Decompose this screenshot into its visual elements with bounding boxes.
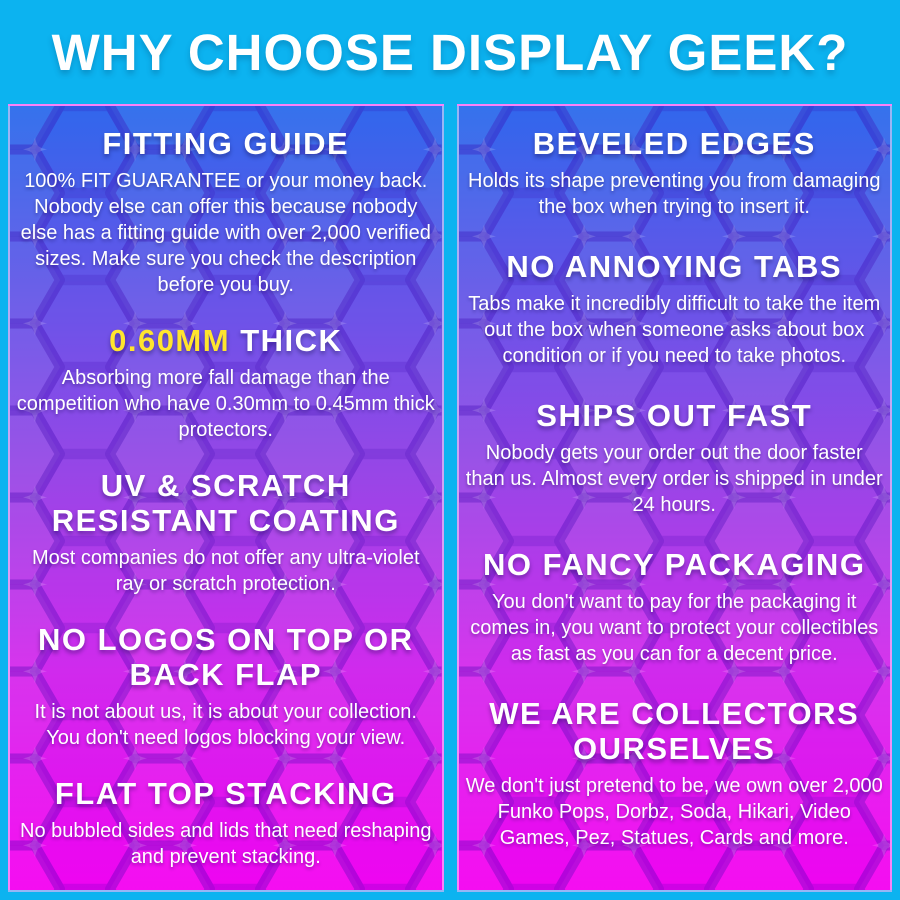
section-flat-top-stacking: FLAT TOP STACKING No bubbled sides and l… xyxy=(16,776,436,870)
section-body: Absorbing more fall damage than the comp… xyxy=(16,367,435,442)
right-panel-content: BEVELED EDGES Holds its shape preventing… xyxy=(459,106,891,890)
section-body: Tabs make it incredibly difficult to tak… xyxy=(468,293,881,368)
section-body: Most companies do not offer any ultra-vi… xyxy=(31,547,420,596)
hexagon-pattern-background xyxy=(10,106,442,890)
section-body: Holds its shape preventing you from dama… xyxy=(468,170,881,219)
thickness-heading-rest: THICK xyxy=(230,323,343,359)
left-panel: FITTING GUIDE 100% FIT GUARANTEE or your… xyxy=(8,104,444,892)
section-no-annoying-tabs: NO ANNOYING TABS Tabs make it incredibly… xyxy=(465,249,885,369)
hexagon-pattern-background xyxy=(458,106,890,890)
section-uv-scratch-coating: UV & SCRATCH RESISTANT COATING Most comp… xyxy=(16,468,436,597)
section-ships-out-fast: SHIPS OUT FAST Nobody gets your order ou… xyxy=(465,398,885,518)
left-panel-content: FITTING GUIDE 100% FIT GUARANTEE or your… xyxy=(10,106,442,890)
section-no-logos: NO LOGOS ON TOP OR BACK FLAP It is not a… xyxy=(16,622,436,751)
section-heading: FITTING GUIDE xyxy=(102,126,350,161)
section-body: You don't want to pay for the packaging … xyxy=(470,591,879,666)
top-banner: WHY CHOOSE DISPLAY GEEK? xyxy=(0,0,900,104)
section-heading: SHIPS OUT FAST xyxy=(536,398,813,434)
section-body: It is not about us, it is about your col… xyxy=(34,701,417,750)
section-fitting-guide: FITTING GUIDE 100% FIT GUARANTEE or your… xyxy=(16,126,436,298)
section-heading: 0.60MM THICK xyxy=(16,323,436,358)
page-title: WHY CHOOSE DISPLAY GEEK? xyxy=(51,23,849,81)
section-body: 100% FIT GUARANTEE or your money back. N… xyxy=(20,170,431,297)
thickness-value-highlight: 0.60MM xyxy=(109,323,231,359)
section-body: No bubbled sides and lids that need resh… xyxy=(20,820,432,869)
section-thickness: 0.60MM THICK Absorbing more fall damage … xyxy=(16,323,436,443)
columns-container: FITTING GUIDE 100% FIT GUARANTEE or your… xyxy=(0,104,900,892)
section-heading: BEVELED EDGES xyxy=(532,126,816,161)
section-body: Nobody gets your order out the door fast… xyxy=(465,442,883,517)
section-we-are-collectors: WE ARE COLLECTORS OURSELVES We don't jus… xyxy=(465,696,885,851)
section-heading: NO ANNOYING TABS xyxy=(506,249,843,285)
section-heading: NO LOGOS ON TOP OR BACK FLAP xyxy=(37,622,414,693)
section-beveled-edges: BEVELED EDGES Holds its shape preventing… xyxy=(465,126,885,220)
section-heading: NO FANCY PACKAGING xyxy=(483,547,866,583)
right-panel: BEVELED EDGES Holds its shape preventing… xyxy=(456,104,892,892)
section-heading: WE ARE COLLECTORS OURSELVES xyxy=(489,696,860,767)
section-heading: UV & SCRATCH RESISTANT COATING xyxy=(51,468,400,539)
section-heading: FLAT TOP STACKING xyxy=(54,776,397,812)
section-body: We don't just pretend to be, we own over… xyxy=(465,775,883,850)
section-no-fancy-packaging: NO FANCY PACKAGING You don't want to pay… xyxy=(465,547,885,667)
